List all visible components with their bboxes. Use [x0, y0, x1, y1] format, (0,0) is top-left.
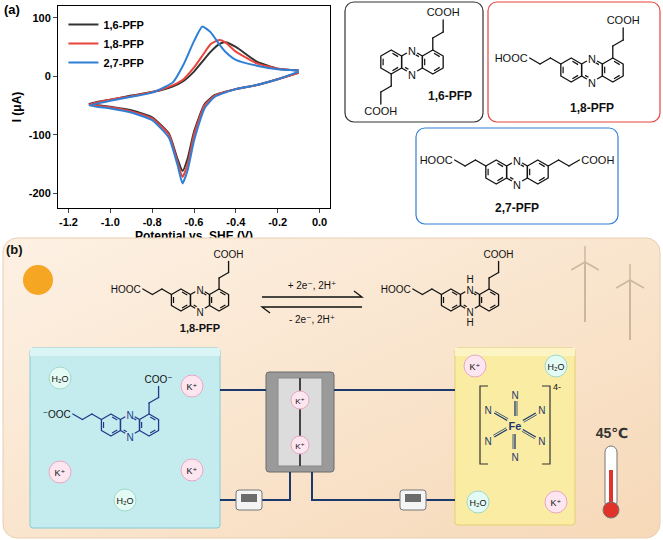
svg-text:N: N: [513, 155, 521, 167]
svg-text:K⁺: K⁺: [55, 468, 66, 478]
svg-text:K⁺: K⁺: [470, 362, 481, 372]
svg-text:-1.0: -1.0: [101, 216, 120, 228]
svg-text:COOH: COOH: [427, 6, 460, 18]
svg-text:-0.6: -0.6: [185, 216, 204, 228]
svg-text:45℃: 45℃: [596, 425, 629, 441]
svg-text:K⁺: K⁺: [187, 466, 198, 476]
svg-text:HOOC: HOOC: [495, 52, 528, 64]
svg-text:2,7-PFP: 2,7-PFP: [495, 201, 539, 215]
svg-text:N: N: [538, 436, 545, 447]
svg-text:H₂O: H₂O: [548, 362, 565, 372]
svg-text:K⁺: K⁺: [551, 498, 562, 508]
svg-text:-0.4: -0.4: [226, 216, 246, 228]
svg-text:- 2e⁻, 2H⁺: - 2e⁻, 2H⁺: [289, 314, 335, 325]
svg-text:Fe: Fe: [509, 420, 522, 432]
svg-text:-0.8: -0.8: [143, 216, 162, 228]
svg-text:-1.2: -1.2: [59, 216, 78, 228]
html-text:(a): (a): [4, 2, 20, 17]
svg-text:COOH: COOH: [214, 249, 244, 260]
svg-text:(b): (b): [6, 242, 23, 257]
svg-text:N: N: [196, 307, 203, 318]
svg-text:N: N: [408, 45, 416, 57]
svg-text:COOH: COOH: [607, 14, 640, 26]
svg-text:H₂O: H₂O: [470, 498, 487, 508]
svg-text:N: N: [511, 390, 518, 401]
svg-text:0: 0: [45, 70, 51, 82]
svg-text:N: N: [588, 77, 596, 89]
svg-text:N: N: [408, 69, 416, 81]
svg-text:H₂O: H₂O: [52, 374, 69, 384]
svg-text:K⁺: K⁺: [187, 382, 198, 392]
svg-text:100: 100: [32, 12, 50, 24]
svg-text:⁻OOC: ⁻OOC: [43, 409, 71, 420]
svg-text:N: N: [485, 405, 492, 416]
svg-text:-0.2: -0.2: [268, 216, 287, 228]
svg-text:2,7-PFP: 2,7-PFP: [103, 57, 143, 69]
svg-text:1,6-PFP: 1,6-PFP: [428, 89, 472, 103]
svg-text:1,8-PFP: 1,8-PFP: [570, 101, 614, 115]
svg-text:N: N: [511, 452, 518, 463]
svg-text:0.0: 0.0: [312, 216, 327, 228]
svg-text:1,8-PFP: 1,8-PFP: [103, 38, 143, 50]
svg-text:H₂O: H₂O: [117, 496, 134, 506]
svg-text:N: N: [513, 179, 521, 191]
svg-text:-200: -200: [29, 187, 51, 199]
svg-text:COO⁻: COO⁻: [145, 374, 173, 385]
svg-text:N: N: [126, 410, 133, 421]
svg-text:N: N: [485, 436, 492, 447]
svg-text:H: H: [466, 317, 473, 328]
svg-text:K⁺: K⁺: [295, 442, 305, 451]
svg-text:N: N: [466, 307, 473, 318]
svg-text:Potential vs. SHE (V): Potential vs. SHE (V): [135, 229, 253, 243]
svg-text:COOH: COOH: [581, 154, 614, 166]
svg-text:HOOC: HOOC: [381, 284, 411, 295]
svg-text:+ 2e⁻, 2H⁺: + 2e⁻, 2H⁺: [288, 280, 337, 291]
svg-text:N: N: [588, 53, 596, 65]
svg-text:N: N: [466, 285, 473, 296]
svg-text:4-: 4-: [553, 382, 561, 392]
svg-text:1,8-PFP: 1,8-PFP: [180, 322, 220, 334]
svg-text:COOH: COOH: [484, 249, 514, 260]
svg-text:N: N: [538, 405, 545, 416]
svg-text:HOOC: HOOC: [420, 154, 453, 166]
svg-text:1,6-PFP: 1,6-PFP: [103, 19, 143, 31]
svg-text:K⁺: K⁺: [295, 397, 305, 406]
svg-text:H: H: [466, 274, 473, 285]
svg-text:COOH: COOH: [364, 105, 397, 117]
svg-text:N: N: [126, 432, 133, 443]
svg-text:-100: -100: [29, 129, 51, 141]
svg-text:N: N: [196, 285, 203, 296]
svg-text:HOOC: HOOC: [111, 284, 141, 295]
svg-text:I (μA): I (μA): [10, 92, 24, 123]
